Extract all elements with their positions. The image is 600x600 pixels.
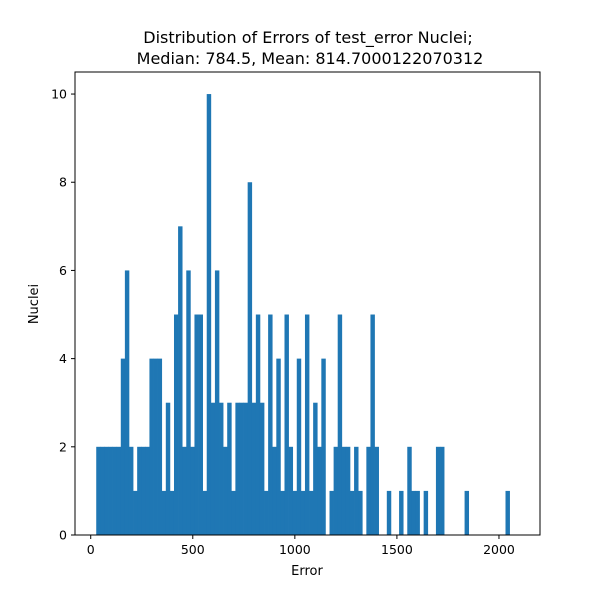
histogram-bar (374, 446, 379, 535)
histogram-bar (227, 402, 232, 535)
histogram-bar (198, 314, 203, 535)
histogram-bar (108, 446, 113, 535)
histogram-bar (276, 358, 281, 535)
histogram-bars (96, 94, 510, 536)
histogram-bar (173, 314, 179, 535)
histogram-bar (219, 402, 224, 535)
histogram-bar (292, 490, 298, 535)
histogram-bar (268, 314, 273, 535)
histogram-bar (96, 446, 101, 535)
histogram-bar (300, 490, 306, 535)
x-tick-label: 2000 (483, 542, 515, 557)
histogram-bar (370, 314, 375, 535)
histogram-bar (153, 358, 158, 535)
x-tick-label: 1000 (279, 542, 311, 557)
histogram-bar (137, 446, 142, 535)
histogram-bar (464, 490, 470, 535)
y-tick-label: 2 (59, 439, 67, 454)
histogram-bar (251, 402, 257, 535)
x-tick-label: 0 (87, 542, 95, 557)
histogram-bar (214, 270, 220, 535)
histogram-bar (112, 446, 118, 535)
histogram-bar (505, 490, 510, 535)
histogram-bar (178, 226, 183, 535)
histogram-bar (284, 314, 289, 535)
histogram-bar (288, 446, 294, 535)
histogram-bar (239, 402, 244, 535)
histogram-bar (423, 490, 429, 535)
histogram-bar (296, 358, 302, 535)
y-axis-ticks: 0 2 4 6 8 10 (51, 87, 75, 543)
histogram-bar (120, 358, 126, 535)
histogram-bar (141, 446, 146, 535)
x-tick-label: 500 (181, 542, 205, 557)
histogram-bar (272, 446, 277, 535)
histogram-bar (165, 402, 171, 535)
histogram-bar (145, 446, 150, 535)
histogram-bar (104, 446, 109, 535)
histogram-bar (116, 446, 122, 535)
histogram-bar (235, 402, 240, 535)
histogram-bar (259, 402, 265, 535)
histogram-bar (169, 490, 175, 535)
x-axis-ticks: 0 500 1000 1500 2000 (87, 535, 515, 557)
histogram-bar (149, 358, 154, 535)
histogram-bar (411, 490, 416, 535)
histogram-bar (182, 446, 187, 535)
histogram-bar (354, 446, 359, 535)
histogram-bar (194, 314, 199, 535)
chart-title-line-1: Distribution of Errors of test_error Nuc… (143, 28, 472, 48)
chart-title-line-2: Median: 784.5, Mean: 814.7000122070312 (137, 49, 484, 68)
histogram-bar (186, 270, 191, 535)
histogram-bar (223, 446, 228, 535)
histogram-bar (243, 402, 249, 535)
histogram-bar (255, 314, 261, 535)
histogram-bar (190, 446, 195, 535)
histogram-bar (358, 490, 363, 535)
histogram-bar (415, 490, 420, 535)
histogram-bar (133, 490, 138, 535)
histogram-bar (341, 446, 347, 535)
histogram-bar (337, 314, 343, 535)
histogram-bar (206, 94, 212, 536)
histogram-bar (210, 402, 216, 535)
histogram-bar (349, 490, 355, 535)
histogram-bar (317, 446, 322, 535)
histogram-bar (313, 402, 318, 535)
y-tick-label: 4 (59, 351, 67, 366)
histogram-bar (161, 490, 167, 535)
histogram-bar (264, 490, 269, 535)
y-tick-label: 8 (59, 175, 67, 190)
y-tick-label: 10 (51, 87, 67, 102)
histogram-bar (321, 358, 326, 535)
histogram-bar (231, 490, 236, 535)
histogram-bar (345, 446, 351, 535)
histogram-bar (309, 490, 314, 535)
x-tick-label: 1500 (381, 542, 413, 557)
plot-area: 0 500 1000 1500 2000 0 2 4 6 8 10 (51, 71, 541, 557)
histogram-bar (407, 446, 412, 535)
y-tick-label: 6 (59, 263, 67, 278)
x-axis-label: Error (291, 564, 323, 579)
histogram-bar (435, 446, 441, 535)
histogram-bar (386, 490, 392, 535)
histogram-bar (128, 446, 134, 535)
histogram-bar (440, 446, 445, 535)
histogram-bar (157, 358, 163, 535)
histogram-bar (202, 490, 208, 535)
histogram-bar (124, 270, 130, 535)
y-axis-label: Nuclei (27, 284, 42, 324)
histogram-bar (280, 490, 285, 535)
histogram-bar (304, 314, 310, 535)
histogram-bar (399, 490, 404, 535)
y-tick-label: 0 (59, 528, 67, 543)
histogram-bar (329, 490, 334, 535)
plot-frame (74, 71, 541, 536)
histogram-bar (247, 182, 253, 536)
histogram-bar (366, 446, 371, 535)
histogram-bar (100, 446, 105, 535)
histogram-bar (333, 446, 339, 535)
